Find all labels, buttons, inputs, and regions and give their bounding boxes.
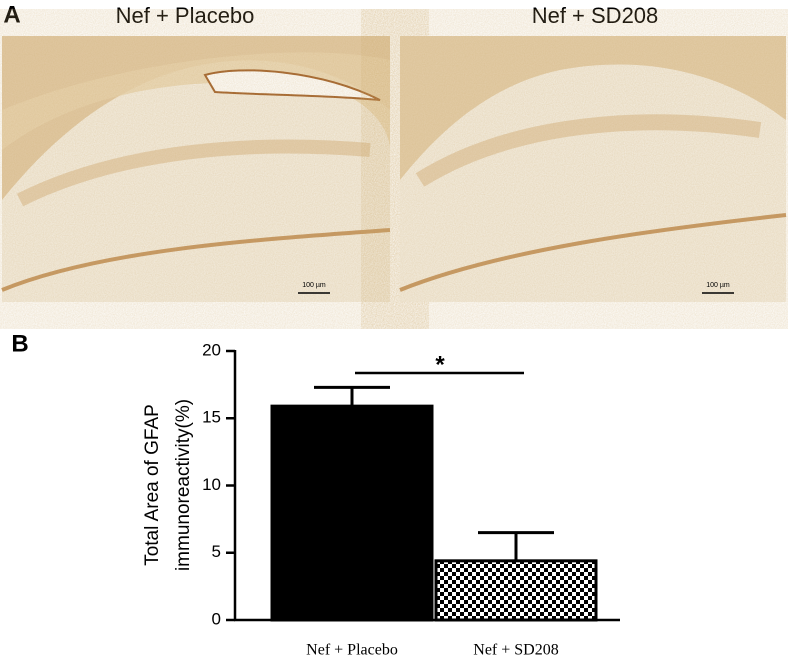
bar (270, 404, 434, 622)
panel-label: A (3, 1, 20, 28)
y-tick-label: 5 (212, 542, 221, 561)
image-title: Nef + SD208 (532, 3, 659, 28)
significance-mark: * (435, 351, 445, 378)
x-tick-label: Nef + SD208 (473, 642, 558, 659)
y-axis-label: Total Area of GFAP (142, 404, 163, 566)
scale-bar-label: 100 µm (302, 282, 326, 289)
micrograph (399, 36, 787, 302)
image-title: Nef + Placebo (116, 3, 255, 28)
x-tick-label: Nef + Placebo (306, 642, 398, 659)
micrograph (1, 36, 391, 302)
y-tick-label: 15 (202, 408, 221, 427)
bar (434, 559, 598, 622)
panel-label: B (11, 330, 28, 357)
y-tick-label: 0 (212, 609, 221, 628)
y-tick-label: 10 (202, 475, 221, 494)
y-tick-label: 20 (202, 340, 221, 359)
y-axis-label: immunoreactivity(%) (173, 399, 194, 571)
scale-bar-label: 100 µm (706, 282, 730, 289)
